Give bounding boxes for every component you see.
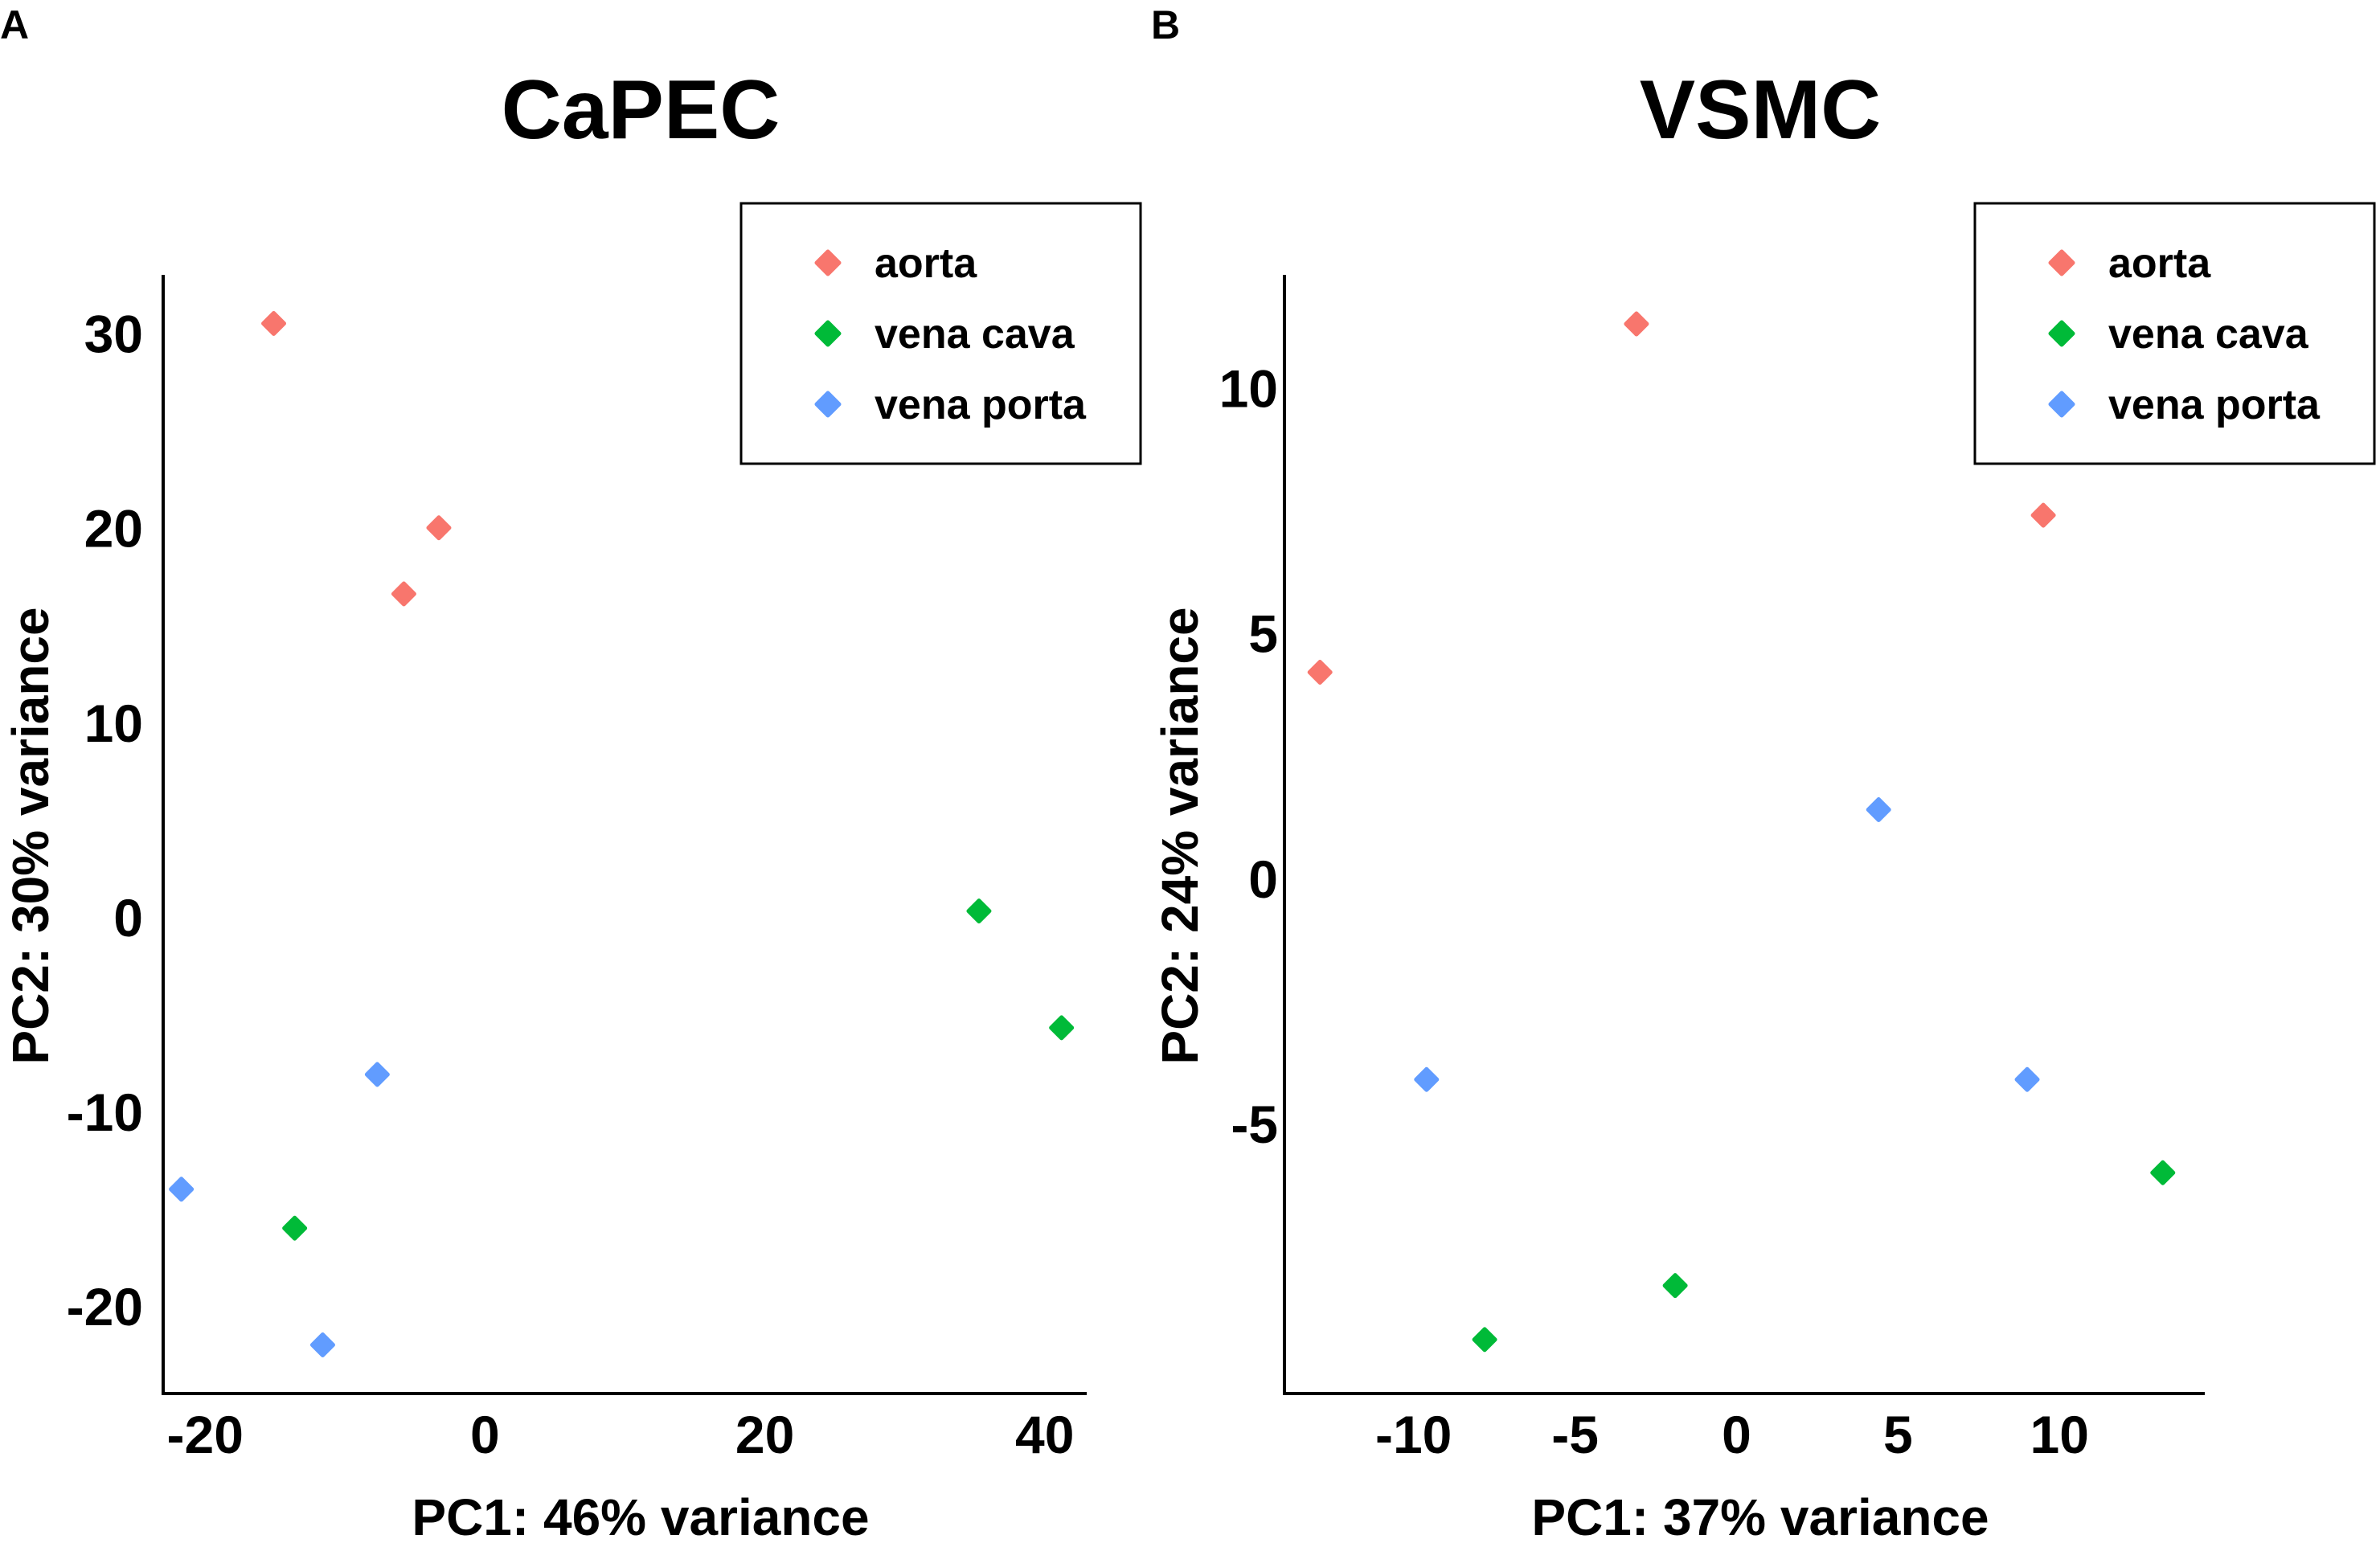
panel-a-point-vena-cava (1049, 1015, 1075, 1041)
panel-b-points (1307, 311, 2176, 1353)
panel-b-y-ticks: -5 0 5 10 (1219, 358, 1278, 1154)
panel-a-legend-label-aorta: aorta (875, 240, 977, 287)
panel-a-point-vena-cava (966, 898, 992, 924)
panel-a-y-tick-label: -20 (67, 1277, 143, 1336)
panel-b-legend-label-aorta: aorta (2108, 240, 2211, 287)
panel-a-title: CaPEC (502, 63, 780, 157)
panel-a-points (169, 311, 1075, 1357)
panel-a-legend-key-aorta (814, 249, 842, 276)
panel-a-y-ticks: -20 -10 0 10 20 30 (67, 305, 143, 1336)
panel-b-y-tick-label: 10 (1219, 358, 1278, 418)
panel-b-legend-keys (2048, 249, 2075, 418)
panel-b-legend-key-aorta (2048, 249, 2075, 276)
panel-b-x-tick-label: -10 (1375, 1405, 1452, 1464)
panel-b-point-aorta (1307, 660, 1333, 686)
panel-a-x-tick-label: 20 (735, 1405, 794, 1464)
panel-b-legend-box (1973, 202, 2376, 465)
panel-a-point-vena-porta (309, 1332, 335, 1357)
panel-b-y-tick-label: 0 (1248, 849, 1278, 909)
panel-b-x-tick-label: 0 (1722, 1405, 1751, 1464)
panel-b-point-vena-porta (1866, 796, 1891, 822)
panel-b-legend-key-vena-porta (2048, 391, 2075, 418)
panel-a-x-tick-label: 40 (1015, 1405, 1074, 1464)
panel-a-y-tick-label: 20 (84, 499, 143, 559)
panel-a-legend-key-vena-porta (814, 391, 842, 418)
panel-b-y-axis-label: PC2: 24% variance (1151, 607, 1209, 1064)
panel-b-point-aorta (1624, 311, 1649, 337)
panel-b-point-vena-porta (1414, 1066, 1440, 1092)
panel-b-x-tick-label: -5 (1551, 1405, 1599, 1464)
panel-b-point-aorta (2030, 502, 2056, 528)
panel-b-y-tick-label: -5 (1231, 1095, 1278, 1154)
panel-a-point-vena-porta (364, 1062, 390, 1087)
panel-b: B VSMC -5 0 5 10 -10 -5 0 5 10 PC1: 37% varianc… (1151, 2, 2376, 1543)
panel-b-legend: aorta vena cava vena porta (1973, 202, 2376, 465)
panel-a-x-axis-label: PC1: 46% variance (412, 1488, 869, 1539)
panel-a-legend-keys (814, 249, 842, 418)
panel-b-x-axis-label: PC1: 37% variance (1531, 1488, 1989, 1539)
panel-a-y-axis-label: PC2: 30% variance (2, 607, 59, 1064)
panel-a-legend: aorta vena cava vena porta (739, 202, 1142, 465)
panel-b-x-tick-label: 10 (2030, 1405, 2088, 1464)
panel-a-x-ticks: -20 0 20 40 (167, 1405, 1075, 1464)
panel-a-y-tick-label: -10 (67, 1083, 143, 1142)
panel-b-title: VSMC (1640, 63, 1881, 157)
panel-a-x-tick-label: 0 (470, 1405, 500, 1464)
panel-b-legend-label-vena-cava: vena cava (2108, 311, 2309, 358)
panel-a-legend-box (739, 202, 1142, 465)
panel-letter-b: B (1151, 2, 1180, 47)
panel-a-y-tick-label: 30 (84, 305, 143, 364)
panel-a-y-tick-label: 0 (113, 888, 143, 947)
panel-a-point-aorta (261, 311, 287, 337)
panel-b-point-vena-cava (1662, 1273, 1688, 1299)
panel-letter-a: A (0, 2, 29, 47)
panel-b-point-vena-cava (2150, 1160, 2176, 1185)
panel-a-legend-label-vena-cava: vena cava (875, 311, 1075, 358)
panel-a-point-aorta (426, 515, 452, 541)
panel-a-y-tick-label: 10 (84, 694, 143, 753)
panel-b-y-tick-label: 5 (1248, 604, 1278, 664)
panel-b-legend-key-vena-cava (2048, 320, 2075, 347)
panel-a-x-tick-label: -20 (167, 1405, 244, 1464)
panel-a-legend-key-vena-cava (814, 320, 842, 347)
panel-b-point-vena-porta (2014, 1066, 2040, 1092)
panel-a-point-vena-cava (282, 1215, 308, 1241)
panel-a-point-vena-porta (169, 1177, 195, 1202)
panel-a-point-aorta (391, 581, 416, 607)
panel-b-legend-label-vena-porta: vena porta (2108, 382, 2321, 428)
panel-b-x-ticks: -10 -5 0 5 10 (1375, 1405, 2089, 1464)
panel-a-legend-label-vena-porta: vena porta (875, 382, 1087, 428)
panel-a: A CaPEC -20 -10 0 10 20 30 -20 0 20 40 PC1: 46% … (0, 2, 1142, 1543)
panel-b-x-tick-label: 5 (1883, 1405, 1913, 1464)
panel-b-point-vena-cava (1472, 1327, 1497, 1353)
